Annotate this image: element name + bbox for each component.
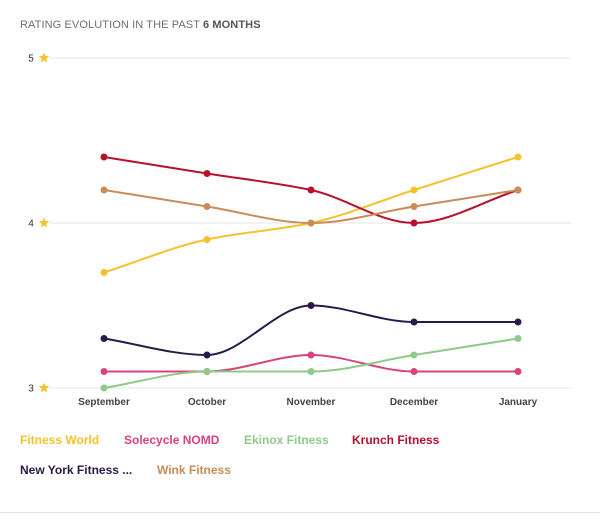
series-line (103, 337, 519, 389)
data-point[interactable] (514, 186, 522, 194)
data-point[interactable] (307, 302, 315, 309)
data-point[interactable] (307, 368, 315, 375)
y-tick-label: 5 (28, 54, 34, 65)
data-point[interactable] (203, 236, 211, 243)
data-point[interactable] (514, 368, 522, 375)
data-point[interactable] (410, 351, 418, 359)
data-point[interactable] (410, 368, 418, 375)
data-point[interactable] (100, 384, 108, 392)
data-point[interactable] (410, 318, 418, 326)
legend-item[interactable]: Krunch Fitness (352, 433, 440, 447)
data-point[interactable] (307, 219, 315, 227)
data-point[interactable] (307, 351, 315, 359)
data-point[interactable] (203, 170, 211, 177)
legend-item[interactable]: Wink Fitness (157, 463, 231, 477)
data-point[interactable] (203, 203, 211, 210)
legend-item[interactable]: Ekinox Fitness (244, 433, 329, 447)
y-axis-ticks: 3 4 5 (28, 52, 50, 395)
x-tick-label: September (78, 397, 130, 408)
data-point[interactable] (514, 318, 522, 326)
legend-item[interactable]: Solecycle NOMD (124, 433, 220, 447)
data-point[interactable] (100, 153, 108, 161)
data-point[interactable] (100, 186, 108, 194)
x-tick-label: January (499, 397, 538, 408)
star-icon (38, 217, 50, 228)
data-point[interactable] (410, 219, 418, 227)
series-line (103, 189, 519, 225)
data-point[interactable] (100, 269, 108, 276)
y-tick-label: 4 (28, 219, 34, 230)
star-icon (38, 52, 50, 63)
data-point[interactable] (100, 335, 108, 342)
x-axis-ticks: September October November December January (78, 397, 537, 408)
x-tick-label: October (188, 397, 226, 408)
data-point[interactable] (203, 368, 211, 375)
data-point[interactable] (514, 335, 522, 342)
data-point[interactable] (410, 186, 418, 194)
data-point[interactable] (203, 351, 211, 359)
data-point[interactable] (100, 368, 108, 375)
data-point[interactable] (307, 186, 315, 194)
y-tick-label: 3 (28, 384, 34, 395)
data-point[interactable] (514, 153, 522, 161)
star-icon (38, 382, 50, 393)
chart-title: RATING EVOLUTION IN THE PAST 6 MONTHS (20, 19, 261, 31)
x-tick-label: November (287, 397, 336, 408)
bottom-divider (0, 512, 600, 513)
x-tick-label: December (390, 397, 438, 408)
legend-item[interactable]: Fitness World (20, 433, 100, 447)
series-points (100, 153, 522, 392)
data-point[interactable] (410, 203, 418, 210)
legend-item[interactable]: New York Fitness ... (20, 463, 133, 477)
